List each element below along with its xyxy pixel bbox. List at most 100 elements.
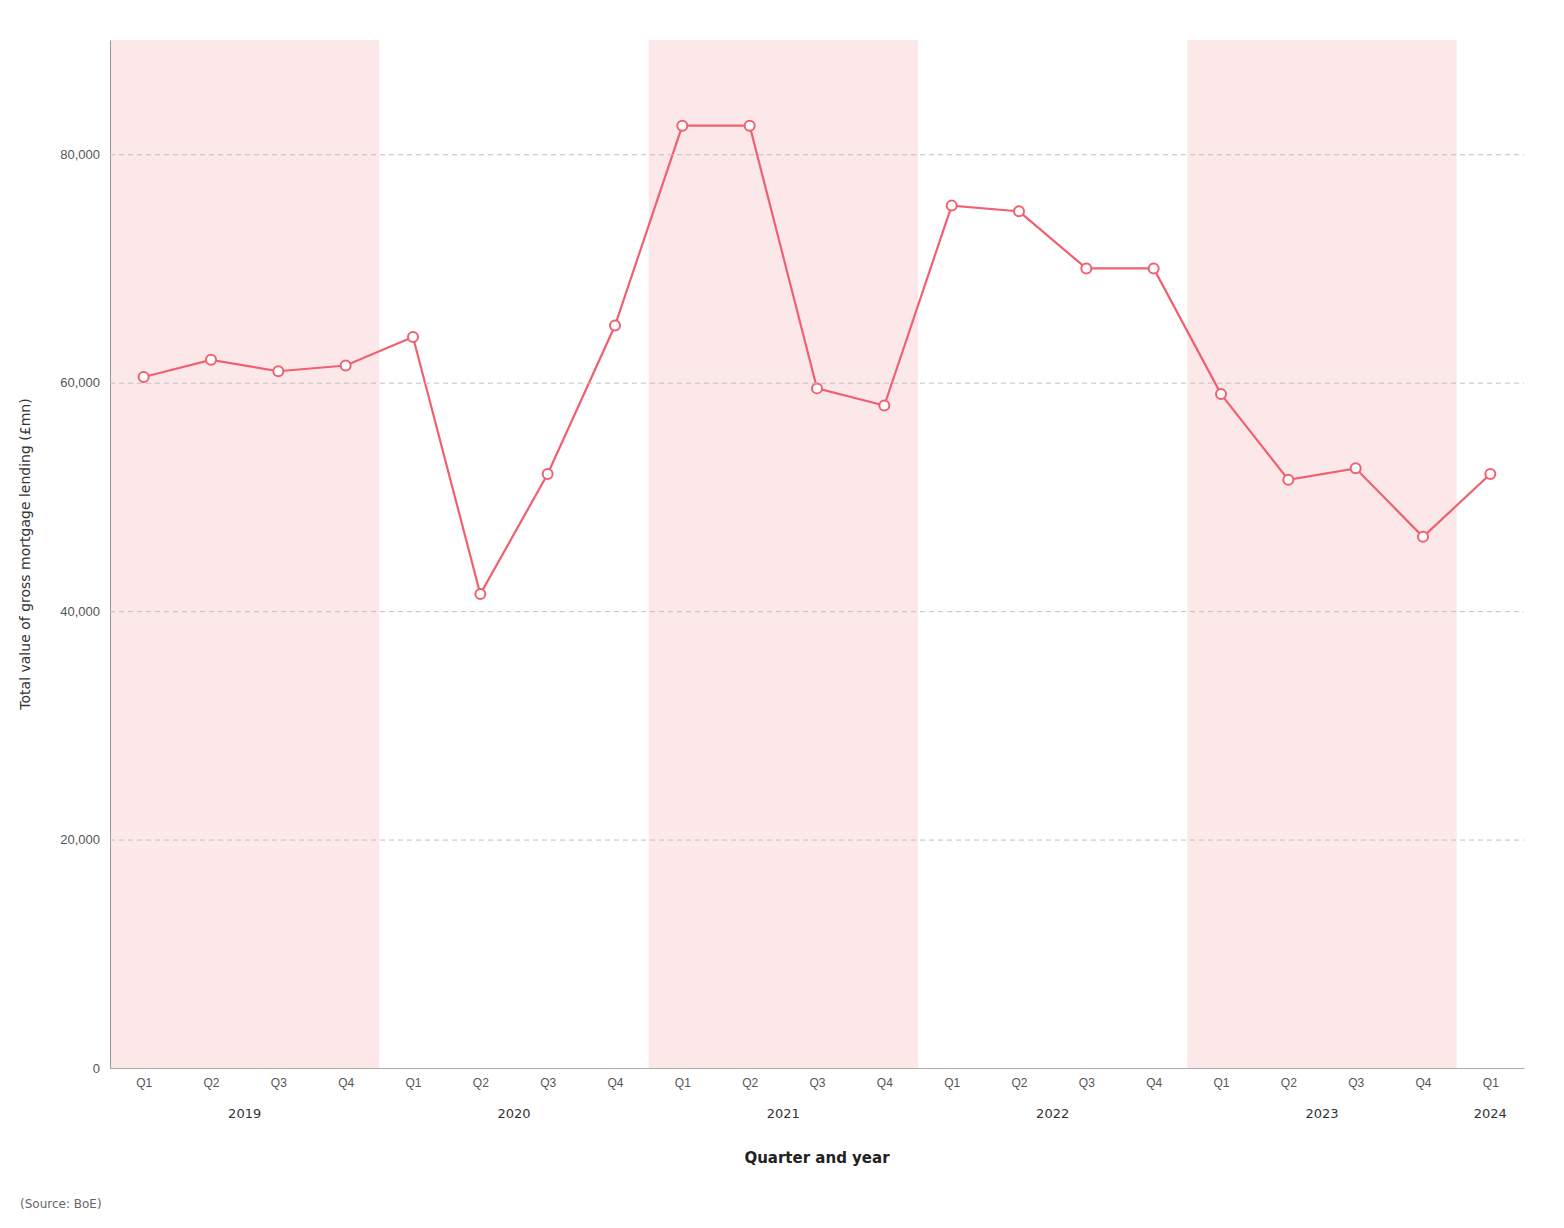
y-tick: 20,000 [60,832,1524,847]
point [1081,263,1091,273]
y-tick: 0 [93,1061,1524,1076]
x-tick-label: Q1 [1483,1076,1499,1090]
y-tick-label: 60,000 [60,375,100,390]
x-tick: Q4 [338,1076,354,1090]
group-label: 2022 [1036,1106,1069,1121]
x-tick: Q1 [136,1076,152,1090]
y-tick-label: 80,000 [60,147,100,162]
group-label: 2021 [767,1106,800,1121]
x-axis-line [111,1068,1525,1069]
x-tick-label: Q1 [405,1076,421,1090]
line [144,126,1491,594]
x-tick: Q1 [1483,1076,1499,1090]
x-tick: Q4 [877,1076,893,1090]
x-tick-label: Q2 [1281,1076,1297,1090]
x-tick: Q3 [540,1076,556,1090]
bands [110,40,1457,1068]
point [1283,475,1293,485]
x-tick-label: Q4 [607,1076,623,1090]
x-tick-label: Q3 [809,1076,825,1090]
x-tick: Q3 [1348,1076,1364,1090]
x-tick-label: Q1 [944,1076,960,1090]
y-tick: 80,000 [60,147,1524,162]
x-tick: Q3 [1079,1076,1095,1090]
point [1149,263,1159,273]
point [206,355,216,365]
y-axis: 0 20,000 40,000 60,000 80,000 [60,41,1524,1076]
point [1014,206,1024,216]
y-axis-title: Total value of gross mortgage lending (£… [17,398,33,710]
y-tick-label: 40,000 [60,604,100,619]
x-tick: Q1 [1213,1076,1229,1090]
x-tick: Q4 [1146,1076,1162,1090]
group-labels: 2019 2020 2021 2022 2023 2024 [228,1106,1507,1121]
chart: 020,00040,00060,00080,000Q1Q2Q3Q4Q1Q2Q3Q… [0,0,1564,1228]
point [1216,389,1226,399]
x-tick-label: Q3 [540,1076,556,1090]
x-axis: Q1 Q2 Q3 Q4 Q1 Q2 Q3 Q4 Q1 Q2 Q3 Q4 Q1 Q2 Q3 Q4 Q1 Q2 Q3 Q4… [111,1069,1525,1090]
group-label: 2024 [1474,1106,1507,1121]
x-tick: Q2 [1281,1076,1297,1090]
y-axis-line [110,41,111,1069]
point [677,121,687,131]
year-band [110,40,379,1068]
point [1485,469,1495,479]
annotations: (Source: BoE) [20,1197,102,1211]
point [1418,532,1428,542]
x-tick: Q4 [607,1076,623,1090]
x-tick: Q2 [742,1076,758,1090]
x-tick-label: Q2 [473,1076,489,1090]
grid-line [110,1068,1524,1069]
year-band [1187,40,1456,1068]
point [543,469,553,479]
grid-line [110,611,1524,612]
x-tick-label: Q3 [1079,1076,1095,1090]
x-tick: Q3 [809,1076,825,1090]
y-tick-label: 20,000 [60,832,100,847]
x-tick-label: Q2 [1011,1076,1027,1090]
x-tick: Q3 [271,1076,287,1090]
x-tick-label: Q2 [203,1076,219,1090]
x-tick: Q1 [944,1076,960,1090]
point [745,121,755,131]
group-label: 2020 [497,1106,530,1121]
y-tick-label: 0 [93,1061,100,1076]
grid-line [110,154,1524,155]
grid-line [110,840,1524,841]
x-tick: Q2 [473,1076,489,1090]
x-tick: Q4 [1415,1076,1431,1090]
year-band [649,40,918,1068]
y-tick: 40,000 [60,604,1524,619]
y-tick: 60,000 [60,375,1524,390]
point [610,321,620,331]
group-label: 2023 [1305,1106,1338,1121]
point [139,372,149,382]
source-note: (Source: BoE) [20,1197,102,1211]
x-tick-label: Q2 [742,1076,758,1090]
x-tick-label: Q1 [136,1076,152,1090]
x-tick-label: Q4 [877,1076,893,1090]
point [1351,463,1361,473]
x-tick-label: Q3 [1348,1076,1364,1090]
point [475,589,485,599]
x-tick-label: Q1 [675,1076,691,1090]
point [812,383,822,393]
point [273,366,283,376]
x-axis-title: Quarter and year [744,1149,890,1167]
plot-area [110,40,1495,1068]
x-tick: Q2 [1011,1076,1027,1090]
x-tick: Q2 [203,1076,219,1090]
series [139,121,1496,599]
x-tick-label: Q3 [271,1076,287,1090]
point [947,201,957,211]
grid-line [110,383,1524,384]
x-tick: Q1 [675,1076,691,1090]
x-tick-label: Q4 [1415,1076,1431,1090]
x-tick-label: Q4 [1146,1076,1162,1090]
group-label: 2019 [228,1106,261,1121]
plot: 020,00040,00060,00080,000Q1Q2Q3Q4Q1Q2Q3Q… [17,40,1525,1167]
point [879,401,889,411]
point [341,361,351,371]
point [408,332,418,342]
x-tick-label: Q4 [338,1076,354,1090]
